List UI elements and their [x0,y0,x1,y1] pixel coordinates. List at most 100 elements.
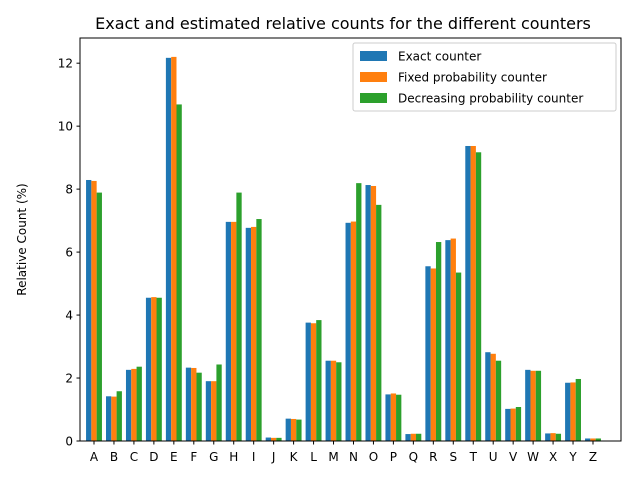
bar-K-series-1 [285,418,291,441]
y-tick-label: 12 [58,57,73,71]
x-tick-label-L: L [310,450,317,464]
x-tick-label-U: U [489,450,498,464]
bar-Y-series-1 [565,382,571,441]
x-tick-label-J: J [271,450,276,464]
x-tick-label-K: K [290,450,299,464]
bar-A-series-3 [96,192,102,441]
bar-J-series-1 [265,437,271,441]
y-tick-label: 4 [65,309,73,323]
bar-M-series-1 [325,360,331,441]
chart-title: Exact and estimated relative counts for … [95,14,591,33]
bar-H-series-3 [236,192,242,441]
bar-Z-series-3 [595,438,601,441]
x-tick-label-Y: Y [568,450,577,464]
bar-D-series-2 [151,297,157,441]
bar-Y-series-2 [570,382,576,441]
bar-C-series-1 [125,369,132,441]
bar-X-series-1 [545,433,551,441]
bar-P-series-3 [396,394,402,441]
x-tick-label-E: E [170,450,178,464]
bar-Y-series-3 [575,378,581,441]
bar-O-series-3 [376,204,382,441]
bar-U-series-1 [485,352,491,441]
bar-S-series-3 [455,272,462,441]
bar-K-series-2 [290,418,297,441]
x-tick-label-H: H [229,450,238,464]
x-tick-label-C: C [130,450,138,464]
bar-G-series-1 [205,381,212,441]
x-tick-label-Z: Z [589,450,597,464]
bar-E-series-2 [171,56,177,441]
bar-I-series-3 [256,219,262,441]
bar-P-series-2 [390,393,397,441]
bar-N-series-2 [350,221,357,441]
bar-P-series-1 [385,394,391,441]
bar-O-series-1 [365,185,371,441]
legend-swatch-series-1 [360,51,387,61]
bar-T-series-2 [470,145,476,442]
legend-swatch-series-2 [360,72,387,82]
bar-V-series-3 [515,407,522,441]
bar-J-series-2 [270,437,277,441]
bar-Q-series-2 [410,433,417,441]
legend-label-series-1: Exact counter [398,50,481,64]
y-axis-label: Relative Count (%) [15,183,29,295]
bar-C-series-3 [136,366,142,441]
bar-Q-series-3 [416,433,422,441]
bar-N-series-1 [345,222,351,441]
x-tick-label-A: A [90,450,99,464]
x-tick-label-N: N [349,450,358,464]
bar-F-series-1 [185,367,192,441]
bar-U-series-2 [490,353,496,441]
legend: Exact counter Fixed probability counter De… [352,42,617,112]
legend-label-series-2: Fixed probability counter [398,71,547,85]
bar-S-series-2 [450,238,456,441]
x-tick-label-X: X [549,450,557,464]
bar-I-series-2 [251,226,257,441]
bar-L-series-3 [316,320,322,441]
bar-V-series-2 [510,408,516,441]
bar-T-series-1 [465,145,471,442]
bar-B-series-3 [116,391,122,441]
bar-X-series-3 [555,433,562,441]
x-tick-label-W: W [527,450,539,464]
bar-W-series-1 [525,369,531,441]
x-tick-label-G: G [209,450,218,464]
x-tick-label-D: D [149,450,158,464]
bar-K-series-3 [296,419,302,441]
bar-D-series-1 [145,297,152,441]
bar-G-series-2 [211,381,217,441]
bar-R-series-3 [435,242,442,441]
bar-R-series-2 [430,268,436,441]
x-tick-label-T: T [469,450,478,464]
plot-frame [79,37,622,442]
bar-S-series-1 [445,240,451,441]
y-tick-label: 8 [65,183,73,197]
y-tick-label: 0 [65,435,73,449]
x-tick-label-B: B [110,450,118,464]
y-tick-label: 6 [65,246,73,260]
bar-H-series-1 [225,221,232,441]
bar-N-series-3 [356,183,362,441]
x-tick-label-V: V [509,450,518,464]
bar-O-series-2 [370,185,377,441]
bar-J-series-3 [276,437,282,441]
bars-group [86,56,601,442]
bar-L-series-2 [310,323,317,441]
bar-U-series-3 [495,360,502,441]
y-tick-label: 10 [58,120,73,134]
x-tick-label-S: S [449,450,457,464]
bar-V-series-1 [505,408,511,441]
x-tick-label-I: I [252,450,256,464]
bar-Z-series-2 [590,438,596,441]
bar-W-series-2 [530,370,536,441]
legend-swatch-series-3 [360,93,387,103]
x-tick-label-F: F [190,450,197,464]
bar-T-series-3 [475,152,482,442]
bar-I-series-1 [245,227,252,441]
bar-B-series-2 [111,396,117,441]
bar-E-series-1 [165,57,172,442]
bar-A-series-2 [91,180,97,441]
